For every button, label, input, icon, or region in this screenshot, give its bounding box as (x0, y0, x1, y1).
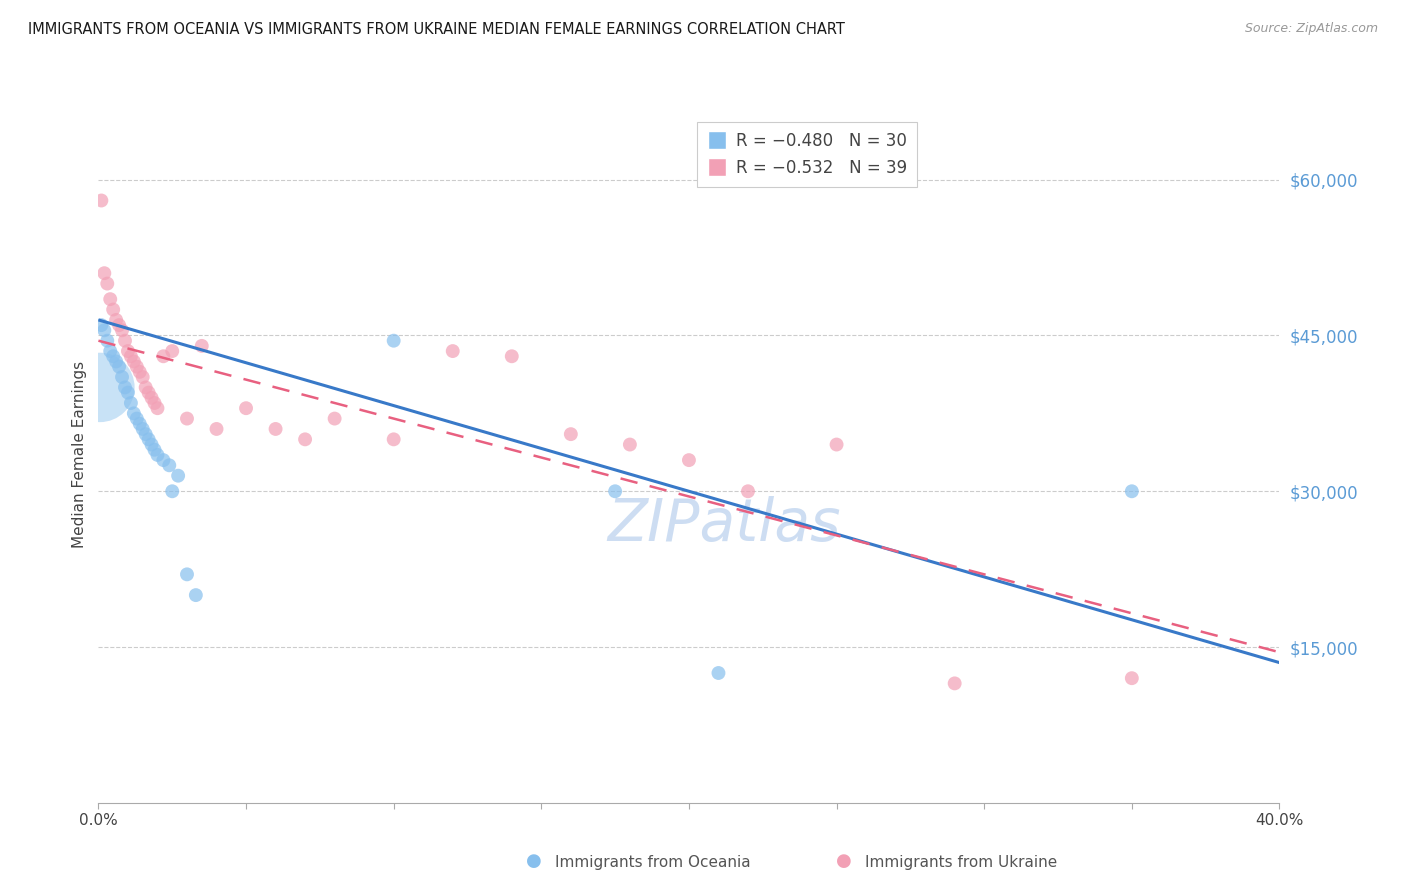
Point (122, 354, 145, 368)
Legend: R = −0.480   N = 30, R = −0.532   N = 39: R = −0.480 N = 30, R = −0.532 N = 39 (697, 122, 917, 186)
Text: ●: ● (526, 852, 543, 870)
Point (96, 277, 118, 291)
Point (138, 433, 160, 447)
Point (132, 370, 155, 384)
Point (678, 453, 700, 467)
Point (737, 484, 759, 499)
Point (135, 427, 157, 442)
Text: Immigrants from Oceania: Immigrants from Oceania (555, 855, 751, 870)
Point (235, 401, 257, 416)
Point (98, 292, 121, 306)
Text: Immigrants from Ukraine: Immigrants from Ukraine (865, 855, 1057, 870)
Point (143, 396, 166, 410)
Point (114, 334, 136, 348)
Point (323, 411, 346, 425)
Point (89, 380, 111, 394)
Point (138, 385, 160, 400)
Point (114, 380, 136, 394)
Point (162, 484, 183, 499)
Text: ZIPatlas: ZIPatlas (607, 496, 841, 553)
Point (560, 427, 582, 442)
Point (96, 334, 118, 348)
Point (176, 567, 198, 582)
Point (120, 349, 142, 363)
Point (294, 433, 316, 447)
Point (98, 344, 121, 359)
Point (157, 458, 180, 473)
Point (605, 484, 627, 499)
Point (943, 676, 966, 690)
Point (184, 588, 207, 602)
Y-axis label: Median Female Earnings: Median Female Earnings (72, 361, 87, 549)
Point (176, 411, 198, 425)
Point (117, 385, 139, 400)
Point (111, 370, 134, 384)
Point (117, 344, 139, 359)
Point (132, 422, 155, 436)
Point (191, 339, 214, 353)
Point (122, 406, 145, 420)
Text: ●: ● (835, 852, 852, 870)
Point (382, 334, 405, 348)
Point (105, 313, 128, 327)
Point (167, 468, 190, 483)
Point (152, 349, 174, 363)
Point (501, 349, 523, 363)
Point (108, 318, 131, 332)
Point (135, 380, 157, 394)
Point (105, 354, 128, 368)
Point (141, 391, 163, 405)
Point (103, 302, 125, 317)
Point (707, 665, 730, 680)
Point (143, 442, 166, 457)
Point (146, 448, 169, 462)
Point (264, 422, 287, 436)
Point (90, 318, 112, 332)
Point (619, 437, 641, 451)
Point (93, 266, 115, 280)
Point (128, 417, 150, 431)
Point (152, 453, 174, 467)
Point (111, 323, 134, 337)
Point (162, 344, 183, 359)
Point (141, 437, 163, 451)
Point (128, 365, 150, 379)
Point (1121, 484, 1143, 499)
Point (382, 433, 405, 447)
Text: Source: ZipAtlas.com: Source: ZipAtlas.com (1244, 22, 1378, 36)
Point (90, 194, 112, 208)
Point (103, 349, 125, 363)
Point (441, 344, 464, 359)
Point (120, 396, 142, 410)
Point (125, 411, 148, 425)
Point (108, 359, 131, 374)
Text: IMMIGRANTS FROM OCEANIA VS IMMIGRANTS FROM UKRAINE MEDIAN FEMALE EARNINGS CORREL: IMMIGRANTS FROM OCEANIA VS IMMIGRANTS FR… (28, 22, 845, 37)
Point (1121, 671, 1143, 685)
Point (93, 323, 115, 337)
Point (825, 437, 848, 451)
Point (205, 422, 228, 436)
Point (146, 401, 169, 416)
Point (125, 359, 148, 374)
